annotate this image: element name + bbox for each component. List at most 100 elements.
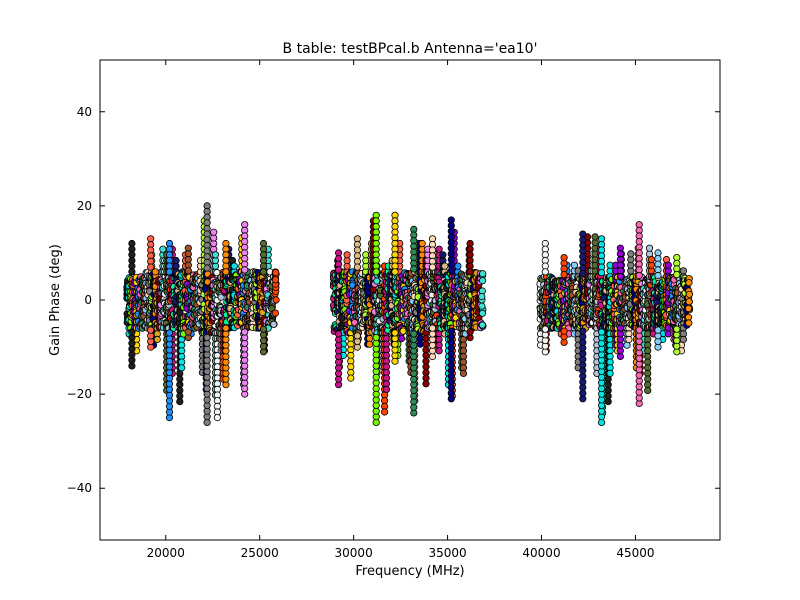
data-point	[685, 319, 693, 327]
data-point	[478, 309, 487, 317]
data-point	[479, 270, 487, 278]
data-point	[478, 277, 487, 285]
data-point	[213, 413, 221, 422]
data-point	[654, 271, 662, 280]
data-point	[343, 251, 351, 259]
data-point	[597, 269, 606, 277]
data-point	[410, 265, 418, 273]
data-point	[604, 397, 612, 406]
data-point	[466, 268, 474, 276]
x-tick-label: 30000	[335, 546, 373, 560]
y-tick-label: 40	[77, 105, 92, 119]
data-point	[397, 334, 406, 343]
x-tick-label: 35000	[428, 546, 466, 560]
data-point	[478, 302, 486, 310]
data-point	[184, 267, 192, 275]
data-point	[271, 276, 280, 284]
data-point	[441, 262, 449, 270]
data-point	[635, 271, 643, 280]
data-point	[222, 268, 230, 276]
data-point	[454, 262, 462, 270]
data-point	[353, 263, 361, 271]
data-point	[147, 326, 155, 334]
data-point	[685, 290, 694, 298]
data-point	[153, 335, 161, 344]
data-point	[560, 327, 568, 335]
data-point	[334, 330, 343, 338]
data-point	[159, 245, 167, 253]
data-point	[353, 332, 361, 340]
data-point	[259, 268, 268, 276]
data-point	[428, 324, 437, 332]
data-point	[616, 272, 625, 281]
data-point	[428, 263, 437, 271]
data-point	[654, 326, 662, 334]
data-point	[211, 251, 220, 259]
data-point	[210, 228, 218, 236]
y-tick-label: 0	[84, 293, 92, 307]
data-point	[597, 328, 606, 336]
data-point	[259, 325, 268, 333]
data-point	[380, 408, 389, 416]
data-point	[165, 268, 174, 276]
data-point	[627, 250, 635, 258]
data-point	[222, 324, 230, 332]
data-point	[435, 245, 443, 253]
data-point	[685, 279, 693, 287]
chart-title: B table: testBPcal.b Antenna='ea10'	[283, 41, 538, 57]
data-point	[203, 264, 211, 272]
data-point	[679, 267, 688, 275]
data-point	[459, 369, 468, 377]
data-point	[347, 374, 355, 382]
data-point	[466, 328, 474, 336]
data-point	[334, 266, 343, 274]
data-point	[673, 270, 681, 279]
data-point	[391, 268, 399, 276]
x-tick-label: 45000	[616, 546, 654, 560]
data-point	[645, 244, 654, 252]
data-point	[230, 262, 238, 270]
data-point	[165, 329, 174, 337]
y-tick-label: 20	[77, 199, 92, 213]
data-point	[365, 340, 374, 348]
x-tick-label: 20000	[147, 546, 185, 560]
data-point	[410, 330, 418, 338]
data-point	[128, 268, 136, 276]
x-tick-label: 25000	[241, 546, 279, 560]
data-point	[478, 292, 486, 301]
data-point	[647, 255, 656, 264]
data-point	[478, 321, 486, 329]
data-point	[635, 326, 643, 334]
data-point	[606, 369, 614, 377]
data-point	[128, 328, 136, 336]
data-point	[372, 333, 380, 342]
data-point	[172, 256, 180, 265]
data-point	[241, 266, 249, 274]
data-point	[579, 327, 587, 335]
y-tick-label: −20	[67, 387, 92, 401]
data-point	[560, 270, 568, 279]
data-point	[685, 298, 693, 306]
data-point	[418, 239, 426, 248]
data-point	[579, 269, 587, 278]
data-point	[684, 304, 693, 313]
data-point	[591, 233, 599, 241]
data-point	[271, 309, 279, 317]
data-point	[570, 261, 579, 269]
data-point	[422, 380, 430, 388]
x-axis-label: Frequency (MHz)	[355, 564, 464, 579]
data-point	[391, 329, 399, 337]
data-point	[176, 397, 184, 406]
data-point	[673, 325, 681, 333]
data-point	[664, 261, 672, 269]
data-point	[435, 347, 443, 355]
data-point	[272, 268, 280, 277]
data-point	[541, 268, 549, 276]
data-point	[625, 335, 633, 344]
data-point	[644, 386, 652, 394]
data-point	[447, 267, 455, 275]
data-point	[178, 364, 186, 372]
y-tick-label: −40	[67, 481, 92, 495]
